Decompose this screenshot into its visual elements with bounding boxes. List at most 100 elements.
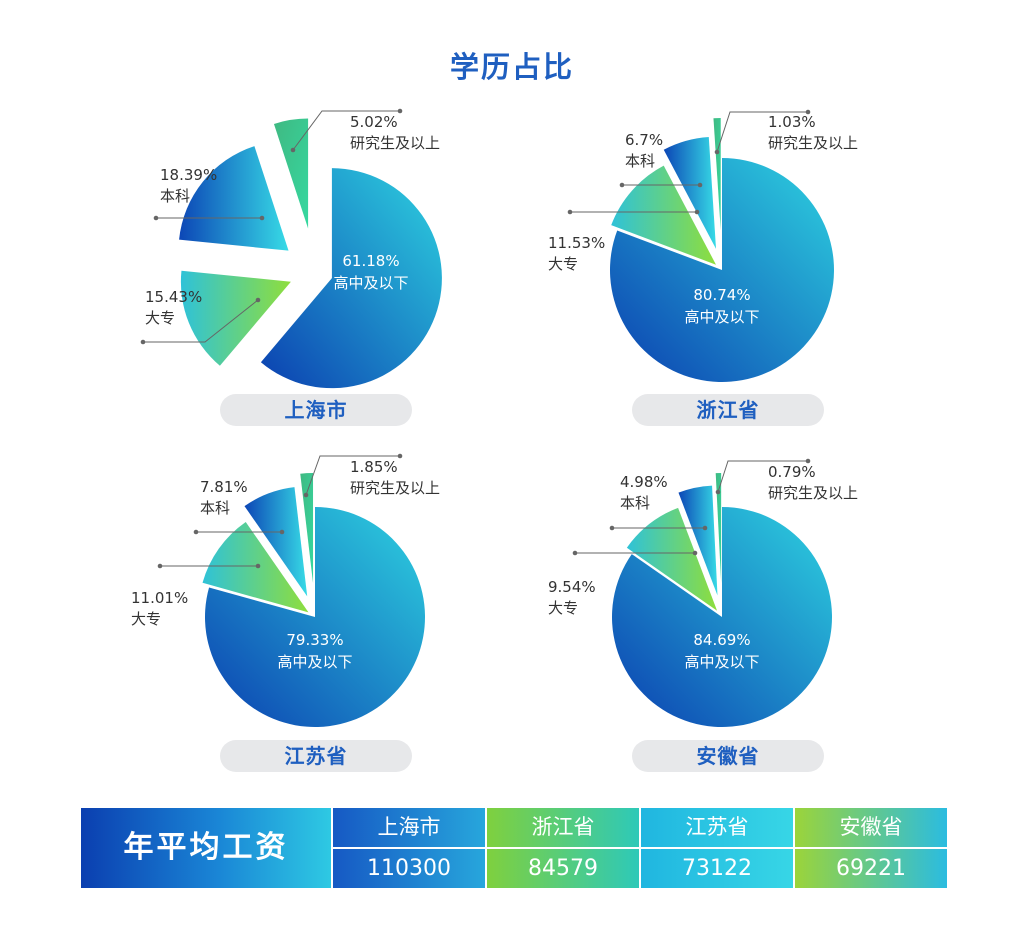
category-label-bachelor-anhui: 本科 [620, 494, 650, 512]
salary-table: 年平均工资 上海市 110300 浙江省 84579 江苏省 73122 安徽省… [81, 808, 947, 888]
leader-dot-slice-graduate-shanghai-0 [290, 147, 296, 153]
slice-bachelor-jiangsu [244, 487, 308, 597]
leader-dot-slice-bachelor-zhejiang-1 [619, 182, 625, 188]
slice-college-shanghai [180, 270, 291, 366]
leader-line-slice-graduate-jiangsu [305, 455, 400, 496]
data-label-graduate-zhejiang: 1.03% [768, 113, 816, 131]
data-label-bachelor-zhejiang: 6.7% [625, 131, 663, 149]
data-label-college-shanghai: 15.43% [145, 288, 202, 306]
pie-charts: 61.18% 高中及以下 15.43% 大专 18.39% 本科 5.02% 研究生及以上 8… [131, 108, 858, 727]
leader-line-slice-graduate-zhejiang [716, 111, 808, 153]
leader-dot-slice-graduate-zhejiang-0 [714, 149, 720, 155]
leader-dot-slice-bachelor-anhui-1 [609, 525, 615, 531]
slice-college-anhui [626, 507, 718, 611]
data-label-high-school-jiangsu: 79.33% [286, 631, 343, 649]
leader-dot-slice-bachelor-shanghai-1 [153, 215, 159, 221]
slice-high-school-jiangsu [205, 507, 425, 727]
region-label-anhui: 安徽省 [632, 740, 824, 772]
leader-dot-slice-college-shanghai-0 [255, 297, 261, 303]
data-label-graduate-anhui: 0.79% [768, 463, 816, 481]
slice-bachelor-zhejiang [663, 137, 717, 249]
region-label-shanghai: 上海市 [220, 394, 412, 426]
leader-dot-slice-graduate-shanghai-1 [397, 108, 403, 114]
salary-header-anhui: 安徽省 [795, 808, 947, 847]
slice-bachelor-anhui [678, 485, 718, 596]
category-label-high-school-zhejiang: 高中及以下 [684, 308, 759, 326]
salary-header-zhejiang: 浙江省 [487, 808, 639, 847]
pie-chart-anhui: 84.69% 高中及以下 9.54% 大专 4.98% 本科 0.79% 研究生及以上 [548, 458, 858, 727]
salary-table-title: 年平均工资 [81, 808, 331, 888]
data-label-high-school-anhui: 84.69% [693, 631, 750, 649]
category-label-college-jiangsu: 大专 [131, 610, 161, 628]
leader-line-slice-graduate-shanghai [292, 110, 400, 151]
leader-dot-slice-graduate-jiangsu-0 [303, 492, 309, 498]
leader-dot-slice-bachelor-anhui-0 [702, 525, 708, 531]
category-label-graduate-anhui: 研究生及以上 [768, 484, 858, 502]
data-label-college-zhejiang: 11.53% [548, 234, 605, 252]
leader-dot-slice-college-anhui-0 [692, 550, 698, 556]
data-label-graduate-jiangsu: 1.85% [350, 458, 398, 476]
salary-header-jiangsu: 江苏省 [641, 808, 793, 847]
slice-graduate-anhui [715, 473, 722, 584]
category-label-high-school-jiangsu: 高中及以下 [277, 653, 352, 671]
salary-value-zhejiang: 84579 [487, 849, 639, 888]
leader-dot-slice-bachelor-jiangsu-1 [193, 529, 199, 535]
data-label-bachelor-jiangsu: 7.81% [200, 478, 248, 496]
salary-value-jiangsu: 73122 [641, 849, 793, 888]
region-label-zhejiang: 浙江省 [632, 394, 824, 426]
category-label-college-anhui: 大专 [548, 599, 578, 617]
leader-dot-slice-college-jiangsu-1 [157, 563, 163, 569]
leader-dot-slice-college-zhejiang-0 [694, 209, 700, 215]
category-label-college-shanghai: 大专 [145, 309, 175, 327]
slice-college-jiangsu [202, 522, 309, 613]
leader-line-slice-graduate-anhui [717, 460, 808, 493]
data-label-bachelor-shanghai: 18.39% [160, 166, 217, 184]
salary-value-anhui: 69221 [795, 849, 947, 888]
data-label-high-school-shanghai: 61.18% [342, 252, 399, 270]
leader-dot-slice-graduate-zhejiang-1 [805, 109, 811, 115]
slice-high-school-zhejiang [610, 158, 834, 383]
salary-value-shanghai: 110300 [333, 849, 485, 888]
leader-dot-slice-graduate-anhui-0 [715, 489, 721, 495]
slice-graduate-jiangsu [300, 473, 314, 584]
category-label-high-school-shanghai: 高中及以下 [333, 274, 408, 292]
slice-high-school-shanghai [260, 168, 442, 389]
salary-column-jiangsu: 江苏省 73122 [641, 808, 793, 888]
leader-dot-slice-college-jiangsu-0 [255, 563, 261, 569]
category-label-bachelor-jiangsu: 本科 [200, 499, 230, 517]
pie-chart-jiangsu: 79.33% 高中及以下 11.01% 大专 7.81% 本科 1.85% 研究生及以上 [131, 453, 440, 727]
category-label-bachelor-shanghai: 本科 [160, 187, 190, 205]
category-label-graduate-jiangsu: 研究生及以上 [350, 479, 440, 497]
data-label-high-school-zhejiang: 80.74% [693, 286, 750, 304]
salary-column-anhui: 安徽省 69221 [795, 808, 947, 888]
leader-dot-slice-bachelor-shanghai-0 [259, 215, 265, 221]
slice-graduate-zhejiang [713, 118, 721, 231]
leader-dot-slice-graduate-jiangsu-1 [397, 453, 403, 459]
data-label-bachelor-anhui: 4.98% [620, 473, 668, 491]
salary-column-zhejiang: 浙江省 84579 [487, 808, 639, 888]
pie-chart-shanghai: 61.18% 高中及以下 15.43% 大专 18.39% 本科 5.02% 研究生及以上 [140, 108, 442, 389]
region-label-jiangsu: 江苏省 [220, 740, 412, 772]
category-label-graduate-zhejiang: 研究生及以上 [768, 134, 858, 152]
pie-chart-zhejiang: 80.74% 高中及以下 11.53% 大专 6.7% 本科 1.03% 研究生及以上 [548, 109, 858, 383]
page-title: 学历占比 [449, 50, 574, 84]
category-label-high-school-anhui: 高中及以下 [684, 653, 759, 671]
leader-dot-slice-bachelor-jiangsu-0 [279, 529, 285, 535]
data-label-graduate-shanghai: 5.02% [350, 113, 398, 131]
slice-bachelor-shanghai [179, 146, 289, 251]
leader-dot-slice-college-zhejiang-1 [567, 209, 573, 215]
leader-dot-slice-college-anhui-1 [572, 550, 578, 556]
slice-graduate-shanghai [273, 118, 309, 229]
salary-header-shanghai: 上海市 [333, 808, 485, 847]
data-label-college-jiangsu: 11.01% [131, 589, 188, 607]
slice-college-zhejiang [611, 165, 717, 265]
leader-dot-slice-college-shanghai-1 [140, 339, 146, 345]
category-label-bachelor-zhejiang: 本科 [625, 152, 655, 170]
leader-line-slice-college-shanghai [143, 299, 259, 343]
salary-column-shanghai: 上海市 110300 [333, 808, 485, 888]
slice-high-school-anhui [612, 507, 832, 727]
category-label-graduate-shanghai: 研究生及以上 [350, 134, 440, 152]
leader-dot-slice-bachelor-zhejiang-0 [697, 182, 703, 188]
leader-dot-slice-graduate-anhui-1 [805, 458, 811, 464]
category-label-college-zhejiang: 大专 [548, 255, 578, 273]
